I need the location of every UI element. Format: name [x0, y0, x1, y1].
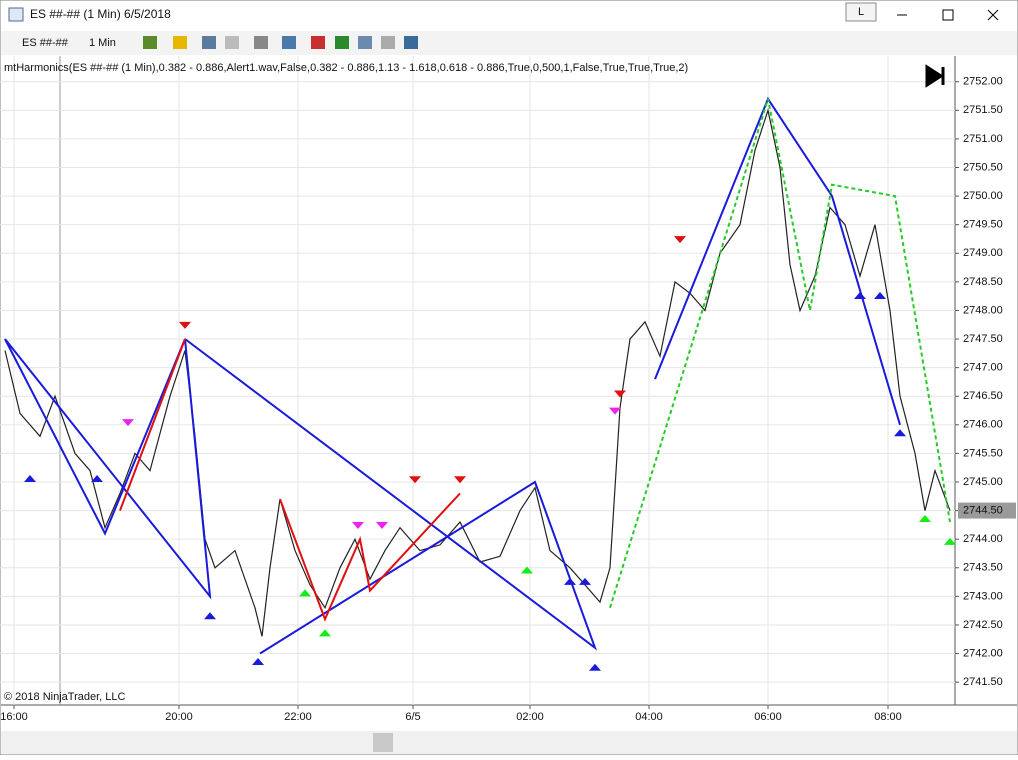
pattern-line [184, 338, 598, 655]
signal-marker [919, 515, 931, 523]
signal-marker [874, 292, 886, 300]
y-tick-label: 2748.50 [963, 276, 1003, 288]
signal-marker [409, 476, 421, 484]
plot: 2741.50 2742.00 2742.50 2743.00 2743.50 2744.… [0, 56, 1003, 723]
icon[interactable] [225, 36, 239, 49]
signal-marker [252, 657, 264, 665]
scroll-thumb[interactable] [373, 733, 393, 752]
signal-marker [319, 629, 331, 637]
maximize[interactable] [942, 9, 954, 21]
instrument[interactable]: ES ##-## [22, 37, 69, 49]
y-tick-label: 2741.50 [963, 676, 1003, 688]
icon[interactable] [358, 36, 372, 49]
signal-marker [376, 522, 388, 530]
icon[interactable] [173, 36, 187, 49]
x-tick-label: 04:00 [635, 711, 663, 723]
y-tick-label: 2748.00 [963, 304, 1003, 316]
toolbar [1, 31, 1017, 55]
pattern-line [654, 96, 901, 426]
signal-marker [579, 577, 591, 585]
signal-marker [854, 292, 866, 300]
icon[interactable] [254, 36, 268, 49]
icon[interactable] [282, 36, 296, 49]
signal-marker [944, 537, 956, 545]
y-tick-label: 2749.50 [963, 219, 1003, 231]
x-tick-label: 20:00 [165, 711, 193, 723]
price-label: 2744.50 [963, 504, 1003, 516]
interval[interactable]: 1 Min [89, 37, 116, 49]
signal-marker [299, 589, 311, 597]
icon[interactable] [202, 36, 216, 49]
y-tick-label: 2750.00 [963, 190, 1003, 202]
y-tick-label: 2749.00 [963, 247, 1003, 259]
scroll-end[interactable] [925, 64, 945, 88]
signal-marker [204, 612, 216, 620]
close[interactable] [987, 9, 999, 21]
y-tick-label: 2743.00 [963, 590, 1003, 602]
icon[interactable] [143, 36, 157, 49]
signal-marker [614, 390, 626, 398]
y-tick-label: 2746.00 [963, 419, 1003, 431]
y-tick-label: 2743.50 [963, 562, 1003, 574]
signal-marker [24, 474, 36, 482]
x-tick-label: 08:00 [874, 711, 902, 723]
icon[interactable] [381, 36, 395, 49]
signal-marker [122, 419, 134, 427]
y-tick-label: 2745.50 [963, 447, 1003, 459]
y-tick-label: 2742.00 [963, 647, 1003, 659]
signal-marker [91, 474, 103, 482]
window-title: ES ##-## (1 Min) 6/5/2018 [30, 7, 171, 21]
y-tick-label: 2751.50 [963, 104, 1003, 116]
y-tick-label: 2745.00 [963, 476, 1003, 488]
price-line [4, 107, 951, 637]
y-tick-label: 2742.50 [963, 619, 1003, 631]
badge: L [858, 6, 864, 18]
x-tick-label: 22:00 [284, 711, 312, 723]
pattern-line [119, 338, 186, 511]
x-tick-label: 16:00 [0, 711, 28, 723]
indicator-label: mtHarmonics(ES ##-## (1 Min),0.382 - 0.8… [4, 62, 688, 74]
signal-marker [674, 236, 686, 244]
price-marker [958, 502, 1016, 519]
y-tick-label: 2750.50 [963, 161, 1003, 173]
signal-marker [454, 476, 466, 484]
y-tick-label: 2747.00 [963, 362, 1003, 374]
y-tick-label: 2752.00 [963, 76, 1003, 88]
badge-button[interactable] [845, 2, 877, 22]
signal-marker [609, 407, 621, 415]
y-tick-label: 2747.50 [963, 333, 1003, 345]
signal-marker [521, 566, 533, 574]
signal-marker [352, 522, 364, 530]
x-tick-label: 06:00 [754, 711, 782, 723]
app-icon [8, 7, 24, 22]
signal-marker [179, 321, 191, 329]
icon[interactable] [404, 36, 418, 49]
x-tick-label: 6/5 [405, 711, 420, 723]
copyright: © 2018 NinjaTrader, LLC [4, 691, 125, 703]
y-tick-label: 2744.00 [963, 533, 1003, 545]
x-tick-label: 02:00 [516, 711, 544, 723]
toolbar-icons [143, 36, 418, 49]
signal-marker [894, 429, 906, 437]
icon[interactable] [335, 36, 349, 49]
signal-marker [564, 577, 576, 585]
scrollbar[interactable] [1, 731, 1017, 754]
pattern-line [279, 492, 461, 622]
pattern-line [609, 98, 951, 609]
y-tick-label: 2746.50 [963, 390, 1003, 402]
icon[interactable] [311, 36, 325, 49]
y-tick-label: 2751.00 [963, 133, 1003, 145]
signal-marker [589, 663, 601, 671]
